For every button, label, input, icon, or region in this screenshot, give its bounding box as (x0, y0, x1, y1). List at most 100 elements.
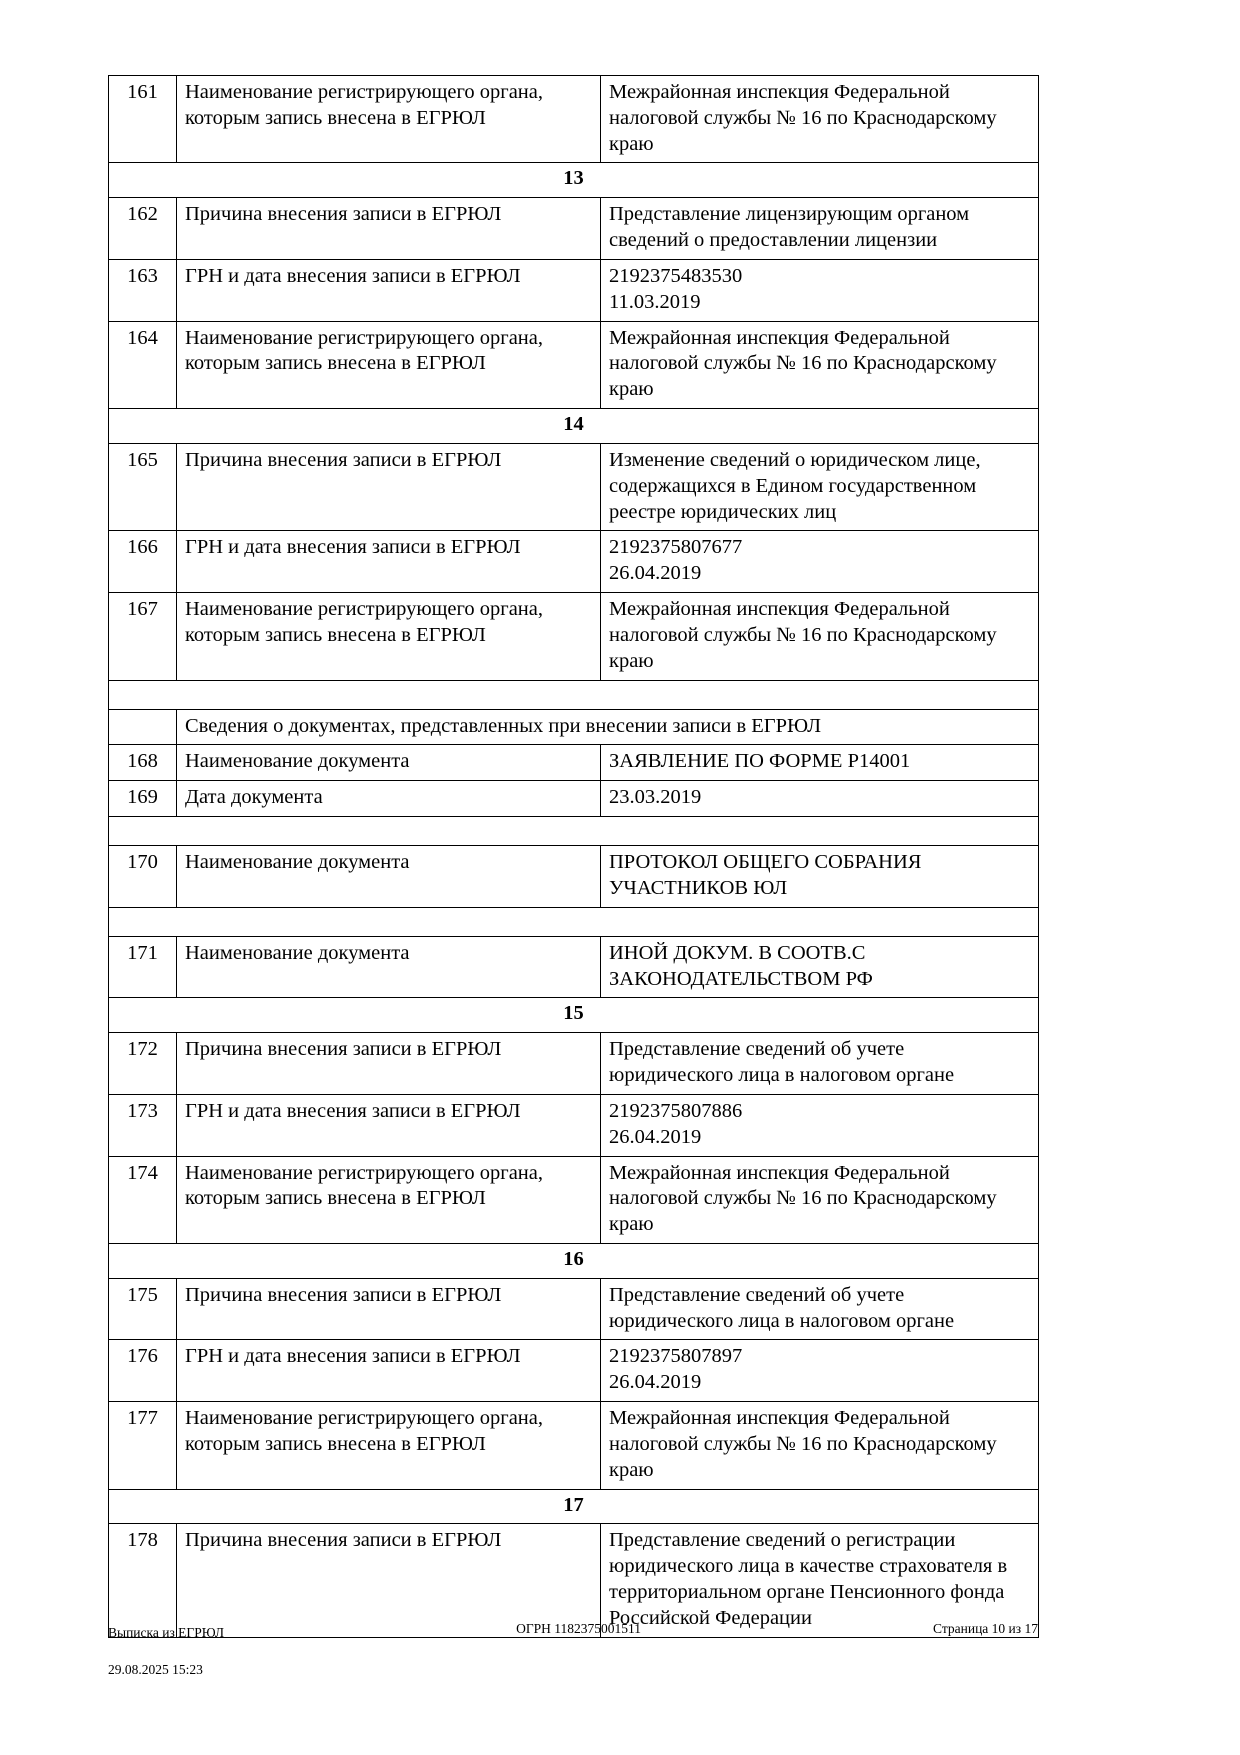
row-label: ГРН и дата внесения записи в ЕГРЮЛ (176, 1339, 601, 1403)
row-label: Причина внесения записи в ЕГРЮЛ (176, 1277, 601, 1341)
row-value: 2192375807897 26.04.2019 (600, 1339, 1039, 1403)
row-number: 177 (108, 1401, 177, 1490)
footer-page-number: Страница 10 из 17 (933, 1620, 1038, 1636)
footer-document-title: Выписка из ЕГРЮЛ (108, 1625, 225, 1641)
table-row: 176 ГРН и дата внесения записи в ЕГРЮЛ 219… (108, 1339, 1039, 1403)
table-row: 161 Наименование регистрирующего органа, … (108, 74, 1039, 164)
section-divider-row: 16 (108, 1242, 1039, 1279)
section-divider-row: 13 (108, 162, 1039, 199)
row-value: Представление сведений о регистрации юри… (600, 1523, 1039, 1638)
footer-timestamp: 29.08.2025 15:23 (108, 1661, 203, 1677)
row-number: 164 (108, 320, 177, 410)
documents-heading-row: Сведения о документах, представленных пр… (108, 708, 1039, 746)
row-number: 172 (108, 1032, 177, 1095)
section-divider-row: 15 (108, 997, 1039, 1034)
table-row: 164 Наименование регистрирующего органа, … (108, 320, 1039, 410)
page-footer: Выписка из ЕГРЮЛ 29.08.2025 15:23 ОГРН 1… (108, 1606, 1140, 1697)
row-number: 176 (108, 1339, 177, 1403)
footer-title-block: Выписка из ЕГРЮЛ 29.08.2025 15:23 (108, 1606, 224, 1697)
documents-heading-label: Сведения о документах, представленных пр… (176, 708, 1039, 746)
row-number: 161 (108, 74, 177, 164)
row-number: 166 (108, 530, 177, 594)
section-number: 13 (108, 162, 1039, 199)
table-row: 173 ГРН и дата внесения записи в ЕГРЮЛ 219… (108, 1093, 1039, 1157)
row-label: Причина внесения записи в ЕГРЮЛ (176, 442, 601, 532)
row-value: Межрайонная инспекция Федеральной налого… (600, 320, 1039, 410)
table-row: 170 Наименование документа ПРОТОКОЛ ОБЩЕГО… (108, 845, 1039, 908)
row-value: 2192375483530 11.03.2019 (600, 258, 1039, 322)
spacer-cell (108, 906, 1039, 937)
row-number: 171 (108, 935, 177, 999)
row-number: 175 (108, 1277, 177, 1341)
row-value: Межрайонная инспекция Федеральной налого… (600, 74, 1039, 164)
egrul-records-table: 161 Наименование регистрирующего органа, … (108, 74, 1039, 1638)
row-label: ГРН и дата внесения записи в ЕГРЮЛ (176, 530, 601, 594)
row-label: Наименование регистрирующего органа, кот… (176, 592, 601, 681)
section-number: 17 (108, 1488, 1039, 1525)
table-row: 163 ГРН и дата внесения записи в ЕГРЮЛ 219… (108, 258, 1039, 322)
table-row: 168 Наименование документа ЗАЯВЛЕНИЕ ПО ФО… (108, 744, 1039, 782)
table-row: 162 Причина внесения записи в ЕГРЮЛ Предст… (108, 197, 1039, 260)
row-value: Межрайонная инспекция Федеральной налого… (600, 1401, 1039, 1490)
row-number: 170 (108, 845, 177, 908)
row-number: 163 (108, 258, 177, 322)
spacer-cell (108, 816, 1039, 847)
row-label: Дата документа (176, 780, 601, 818)
row-value: 23.03.2019 (600, 780, 1039, 818)
row-number: 165 (108, 442, 177, 532)
row-label: Причина внесения записи в ЕГРЮЛ (176, 1523, 601, 1638)
row-value: 2192375807886 26.04.2019 (600, 1093, 1039, 1157)
row-number: 168 (108, 744, 177, 782)
table-row: 177 Наименование регистрирующего органа, … (108, 1401, 1039, 1490)
table-row: 166 ГРН и дата внесения записи в ЕГРЮЛ 219… (108, 530, 1039, 594)
row-number: 174 (108, 1155, 177, 1244)
row-label: Наименование документа (176, 935, 601, 999)
row-value: ЗАЯВЛЕНИЕ ПО ФОРМЕ Р14001 (600, 744, 1039, 782)
row-label: Наименование регистрирующего органа, кот… (176, 1401, 601, 1490)
row-value: Межрайонная инспекция Федеральной налого… (600, 592, 1039, 681)
row-value: ПРОТОКОЛ ОБЩЕГО СОБРАНИЯ УЧАСТНИКОВ ЮЛ (600, 845, 1039, 908)
table-row: 172 Причина внесения записи в ЕГРЮЛ Предст… (108, 1032, 1039, 1095)
table-row: 178 Причина внесения записи в ЕГРЮЛ Предст… (108, 1523, 1039, 1638)
table-row: 174 Наименование регистрирующего органа, … (108, 1155, 1039, 1244)
row-number: 178 (108, 1523, 177, 1638)
row-label: Наименование документа (176, 845, 601, 908)
row-value: Межрайонная инспекция Федеральной налого… (600, 1155, 1039, 1244)
row-label: Наименование регистрирующего органа, кот… (176, 1155, 601, 1244)
row-value: Представление сведений об учете юридичес… (600, 1032, 1039, 1095)
row-label: ГРН и дата внесения записи в ЕГРЮЛ (176, 1093, 601, 1157)
table-body: 161 Наименование регистрирующего органа, … (108, 74, 1039, 1638)
table-row: 171 Наименование документа ИНОЙ ДОКУМ. В С… (108, 935, 1039, 999)
row-number: 173 (108, 1093, 177, 1157)
section-divider-row: 14 (108, 408, 1039, 444)
spacer-row (108, 816, 1039, 847)
row-number: 162 (108, 197, 177, 260)
section-number: 16 (108, 1242, 1039, 1279)
table-row: 169 Дата документа 23.03.2019 (108, 780, 1039, 818)
table-row: 175 Причина внесения записи в ЕГРЮЛ Предст… (108, 1277, 1039, 1341)
row-value: Изменение сведений о юридическом лице, с… (600, 442, 1039, 532)
footer-ogrn: ОГРН 1182375001511 (516, 1620, 642, 1636)
row-number-blank (108, 708, 177, 746)
row-label: Причина внесения записи в ЕГРЮЛ (176, 197, 601, 260)
row-label: Причина внесения записи в ЕГРЮЛ (176, 1032, 601, 1095)
section-number: 15 (108, 997, 1039, 1034)
row-label: Наименование регистрирующего органа, кот… (176, 320, 601, 410)
spacer-row (108, 906, 1039, 937)
table-row: 165 Причина внесения записи в ЕГРЮЛ Измене… (108, 442, 1039, 532)
row-label: Наименование регистрирующего органа, кот… (176, 74, 601, 164)
section-divider-row: 17 (108, 1488, 1039, 1525)
row-value: Представление лицензирующим органом свед… (600, 197, 1039, 260)
row-label: Наименование документа (176, 744, 601, 782)
row-value: ИНОЙ ДОКУМ. В СООТВ.С ЗАКОНОДАТЕЛЬСТВОМ … (600, 935, 1039, 999)
row-label: ГРН и дата внесения записи в ЕГРЮЛ (176, 258, 601, 322)
spacer-cell (108, 679, 1039, 710)
row-value: 2192375807677 26.04.2019 (600, 530, 1039, 594)
table-row: 167 Наименование регистрирующего органа, … (108, 592, 1039, 681)
spacer-row (108, 679, 1039, 710)
row-number: 167 (108, 592, 177, 681)
row-value: Представление сведений об учете юридичес… (600, 1277, 1039, 1341)
row-number: 169 (108, 780, 177, 818)
section-number: 14 (108, 408, 1039, 444)
